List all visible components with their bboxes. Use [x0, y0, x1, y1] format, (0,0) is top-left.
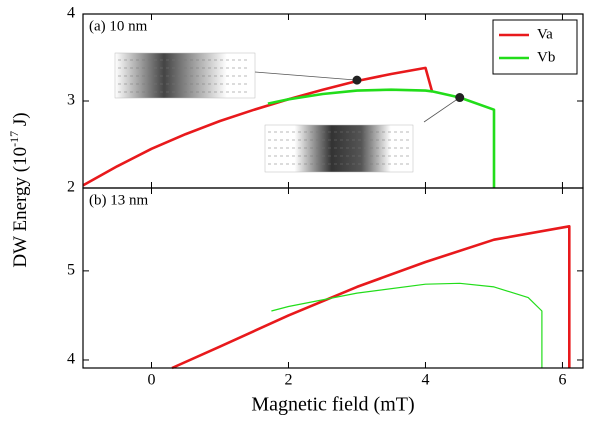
leader-line	[254, 71, 358, 81]
y-tick-label: 4	[67, 351, 75, 368]
inset-a	[114, 52, 256, 99]
y-tick-label: 4	[67, 5, 75, 22]
x-tick-label: 4	[421, 372, 429, 389]
legend-box	[492, 19, 578, 75]
y-label-exponent: -17	[7, 131, 21, 147]
leader-line	[423, 97, 460, 123]
series-line	[271, 282, 543, 368]
y-tick-label: 3	[67, 92, 75, 109]
marker-point	[352, 75, 362, 85]
x-tick-label: 2	[284, 372, 292, 389]
x-axis-label: Magnetic field (mT)	[251, 394, 414, 416]
y-label-main: DW Energy (10	[10, 147, 31, 268]
legend-label: Vb	[537, 49, 555, 65]
series-line	[267, 88, 496, 188]
y-label-unit: J)	[10, 112, 31, 130]
plot-frame	[82, 187, 584, 369]
series-line	[82, 66, 434, 187]
y-tick-label: 2	[67, 179, 75, 196]
y-axis-label: DW Energy (10-17 J)	[7, 112, 32, 267]
inset-b	[264, 124, 414, 173]
series-line	[171, 225, 571, 370]
panel-label: (b) 13 nm	[89, 192, 148, 208]
marker-point	[455, 93, 465, 103]
panel-label: (a) 10 nm	[89, 18, 148, 34]
x-tick-label: 6	[558, 372, 566, 389]
legend-label: Va	[537, 26, 553, 42]
x-tick-label: 0	[147, 372, 155, 389]
y-tick-label: 5	[67, 262, 75, 279]
